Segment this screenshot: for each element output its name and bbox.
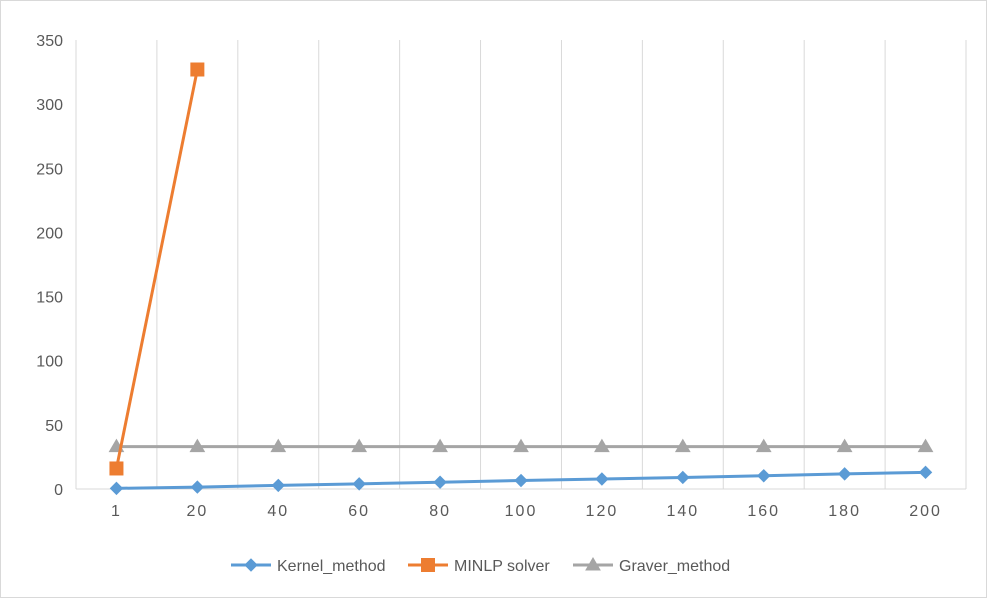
x-tick-label: 40 [267, 503, 289, 520]
legend-item: MINLP solver [408, 558, 550, 575]
legend-label: Kernel_method [277, 558, 386, 575]
x-tick-label: 200 [909, 503, 942, 520]
series-minlp-solver [109, 62, 205, 476]
data-point-marker [836, 438, 853, 453]
grid-layer [75, 40, 967, 489]
data-point-marker [755, 438, 772, 453]
series-kernel-method [109, 465, 933, 496]
data-point-marker [595, 472, 609, 486]
data-point-marker [514, 473, 528, 488]
data-point-marker [109, 461, 124, 476]
legend-item: Graver_method [573, 557, 730, 575]
legend-item: Kernel_method [231, 558, 386, 575]
x-tick-label: 80 [429, 503, 451, 520]
data-point-marker [189, 438, 206, 453]
y-tick-label: 300 [36, 97, 63, 114]
y-tick-label: 250 [36, 161, 63, 178]
data-point-marker [674, 438, 691, 453]
x-tick-label: 180 [828, 503, 861, 520]
data-point-marker [271, 478, 285, 493]
data-point-marker [190, 480, 205, 494]
data-point-marker [837, 467, 852, 481]
y-tick-label: 50 [45, 418, 63, 435]
data-point-marker [594, 438, 610, 453]
data-point-marker [917, 438, 934, 453]
y-tick-label: 100 [36, 354, 63, 371]
data-point-marker [351, 438, 368, 453]
legend-marker [421, 558, 435, 572]
data-point-marker [676, 470, 690, 485]
legend: Kernel_method MINLP solver Graver_method [231, 557, 730, 575]
x-tick-label: 60 [348, 503, 370, 520]
series-layer [108, 62, 934, 496]
data-point-marker [757, 469, 771, 483]
legend-marker [244, 558, 258, 572]
y-tick-label: 0 [54, 482, 63, 499]
legend-label: Graver_method [619, 558, 730, 575]
legend-label: MINLP solver [454, 558, 550, 575]
data-point-marker [190, 62, 205, 77]
x-tick-label: 20 [186, 503, 208, 520]
x-tick-label: 140 [666, 503, 699, 520]
x-tick-label: 100 [505, 503, 538, 520]
data-point-marker [352, 477, 366, 491]
legend-marker [585, 557, 601, 571]
series-graver-method [108, 438, 934, 453]
y-tick-label: 350 [36, 33, 63, 50]
data-point-marker [433, 475, 447, 489]
series-line [114, 69, 199, 469]
y-tick-label: 150 [36, 290, 63, 307]
data-point-marker [109, 481, 124, 496]
x-tick-label: 1 [111, 503, 122, 520]
y-tick-label: 200 [36, 225, 63, 242]
x-tick-label: 120 [586, 503, 619, 520]
data-point-marker [432, 438, 448, 453]
data-point-marker [918, 465, 933, 480]
data-point-marker [513, 438, 529, 453]
x-tick-label: 160 [747, 503, 780, 520]
data-point-marker [270, 438, 287, 453]
